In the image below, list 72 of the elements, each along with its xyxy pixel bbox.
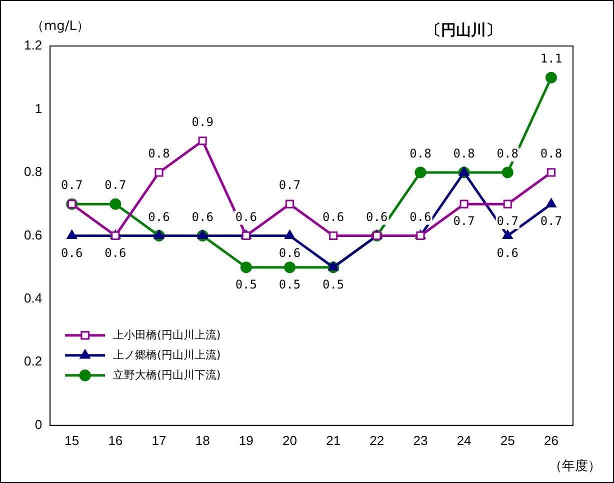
y-tick-label: 0 <box>34 416 42 432</box>
point <box>458 166 470 176</box>
data-label: 0.7 <box>61 178 83 192</box>
y-axis-title: （mg/L） <box>31 18 90 35</box>
x-tick-label: 21 <box>326 432 341 448</box>
x-tick-label: 16 <box>108 432 123 448</box>
x-tick-label: 22 <box>370 432 384 448</box>
legend-label: 上小田橋(円山川上流) <box>113 328 221 342</box>
data-label: 0.5 <box>278 277 301 292</box>
point <box>198 230 208 239</box>
x-tick-label: 23 <box>413 432 428 448</box>
data-label: 0.8 <box>540 146 562 161</box>
point <box>414 166 426 178</box>
y-tick-label: 1.2 <box>24 38 42 53</box>
data-label: 0.6 <box>366 210 388 224</box>
data-label: 0.6 <box>278 246 301 260</box>
data-label: 0.5 <box>235 277 258 292</box>
legend-label: 上ノ郷橋(円山川上流) <box>113 348 221 362</box>
y-tick-label: 0.8 <box>24 164 42 180</box>
x-tick-label: 15 <box>64 432 80 448</box>
x-tick-label: 17 <box>152 432 166 448</box>
x-tick-label: 18 <box>195 432 210 448</box>
data-label: 0.5 <box>322 277 344 292</box>
y-tick-label: 0.6 <box>24 227 42 242</box>
point <box>154 230 164 239</box>
data-label: 0.6 <box>235 210 258 224</box>
data-label: 0.8 <box>453 146 475 161</box>
data-label: 0.8 <box>148 146 170 161</box>
point <box>503 200 512 208</box>
y-tick-label: 0.2 <box>24 354 42 369</box>
point <box>502 230 513 239</box>
x-tick-label: 24 <box>456 432 472 448</box>
data-label: 0.7 <box>453 214 475 228</box>
y-tick-label: 0.4 <box>24 290 42 306</box>
data-label: 0.6 <box>322 210 344 224</box>
point <box>285 200 294 208</box>
point <box>460 200 468 208</box>
x-tick-label: 20 <box>282 432 297 448</box>
data-label: 0.7 <box>104 178 126 192</box>
point <box>240 262 252 274</box>
data-label: 0.8 <box>496 146 518 161</box>
data-label: 0.7 <box>496 214 518 228</box>
data-label: 0.9 <box>192 114 214 129</box>
point <box>546 168 556 177</box>
data-label: 0.8 <box>410 146 432 161</box>
data-label: 0.7 <box>540 214 562 228</box>
point <box>154 168 164 177</box>
point <box>66 230 77 239</box>
data-label: 0.7 <box>278 178 301 192</box>
data-label: 0.6 <box>192 210 214 224</box>
x-tick-label: 19 <box>238 432 254 448</box>
x-axis-title: （年度） <box>549 458 601 475</box>
data-label: 1.1 <box>540 52 562 66</box>
data-label: 0.6 <box>496 246 518 260</box>
point <box>545 72 557 84</box>
point <box>198 136 207 146</box>
y-tick-label: 1 <box>34 100 42 116</box>
point <box>328 262 338 271</box>
data-label: 0.6 <box>148 210 170 224</box>
chart-title: 〔円山川〕 <box>426 21 501 40</box>
x-tick-label: 26 <box>544 432 558 448</box>
point <box>110 198 122 210</box>
point <box>284 230 295 239</box>
x-tick-label: 25 <box>500 432 515 448</box>
legend-label: 立野大橋(円山川下流) <box>113 368 221 382</box>
data-label: 0.6 <box>410 210 432 224</box>
data-label: 0.6 <box>61 246 83 260</box>
point <box>546 198 556 208</box>
point <box>284 262 296 274</box>
point <box>502 166 514 178</box>
data-label: 0.6 <box>104 246 126 260</box>
point <box>329 231 338 240</box>
